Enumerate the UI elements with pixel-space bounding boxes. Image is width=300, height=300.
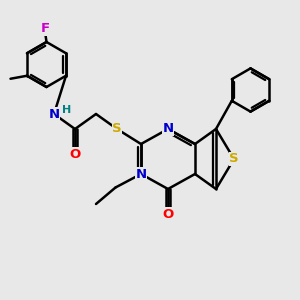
Text: N: N — [135, 167, 147, 181]
Text: N: N — [162, 122, 174, 136]
Text: O: O — [162, 208, 174, 221]
Text: S: S — [229, 152, 239, 166]
Text: O: O — [69, 148, 81, 161]
Text: N: N — [48, 107, 60, 121]
Text: F: F — [40, 22, 50, 35]
Text: H: H — [62, 105, 71, 116]
Text: S: S — [112, 122, 122, 136]
